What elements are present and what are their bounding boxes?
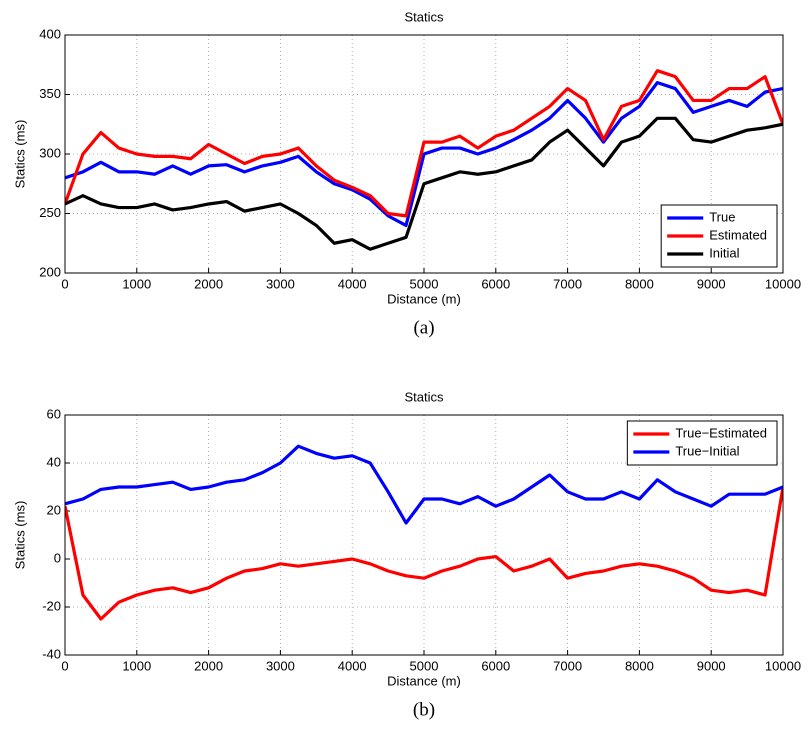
series-line: [65, 116, 783, 251]
x-tick-label: 6000: [481, 276, 510, 291]
series-line: [65, 69, 783, 218]
x-tick-label: 0: [61, 276, 68, 291]
x-tick-label: 1000: [122, 276, 151, 291]
legend-label: True−Estimated: [675, 425, 767, 440]
legend-label: True: [709, 209, 735, 224]
y-tick-label: 60: [47, 406, 61, 421]
series-line: [65, 486, 783, 621]
x-axis-label: Distance (m): [387, 673, 461, 688]
x-tick-label: 2000: [194, 276, 223, 291]
series-line: [65, 444, 783, 525]
x-tick-label: 4000: [338, 276, 367, 291]
y-axis-label: Statics (ms): [12, 501, 27, 570]
series-line: [65, 80, 783, 227]
axes-frame: [64, 34, 784, 274]
y-tick-label: 40: [47, 454, 61, 469]
x-tick-label: 7000: [553, 658, 582, 673]
legend-label: Initial: [709, 245, 739, 260]
chart-title: Statics: [404, 9, 444, 24]
y-tick-label: 0: [54, 550, 61, 565]
y-tick-label: 400: [39, 26, 61, 41]
x-tick-label: 5000: [410, 658, 439, 673]
legend-label: True−Initial: [675, 443, 739, 458]
x-tick-label: 4000: [338, 658, 367, 673]
y-tick-label: -40: [42, 646, 61, 661]
x-tick-label: 10000: [765, 658, 801, 673]
x-tick-label: 5000: [410, 276, 439, 291]
y-axis-label: Statics (ms): [12, 120, 27, 189]
x-tick-label: 7000: [553, 276, 582, 291]
x-tick-label: 0: [61, 658, 68, 673]
y-tick-label: 250: [39, 205, 61, 220]
x-tick-label: 8000: [625, 276, 654, 291]
caption: (b): [413, 699, 435, 720]
y-tick-label: 300: [39, 145, 61, 160]
y-tick-label: -20: [42, 598, 61, 613]
x-tick-label: 1000: [122, 658, 151, 673]
x-tick-label: 9000: [697, 276, 726, 291]
x-tick-label: 8000: [625, 658, 654, 673]
y-tick-label: 20: [47, 502, 61, 517]
x-tick-label: 3000: [266, 276, 295, 291]
legend-label: Estimated: [709, 227, 767, 242]
axes-frame: [64, 414, 784, 656]
x-tick-label: 9000: [697, 658, 726, 673]
x-tick-label: 2000: [194, 658, 223, 673]
caption: (a): [413, 317, 434, 338]
x-tick-label: 10000: [765, 276, 801, 291]
x-tick-label: 3000: [266, 658, 295, 673]
y-tick-label: 350: [39, 86, 61, 101]
x-tick-label: 6000: [481, 658, 510, 673]
legend-box: [626, 420, 778, 466]
chart-title: Statics: [404, 389, 444, 404]
x-axis-label: Distance (m): [387, 291, 461, 306]
y-tick-label: 200: [39, 264, 61, 279]
